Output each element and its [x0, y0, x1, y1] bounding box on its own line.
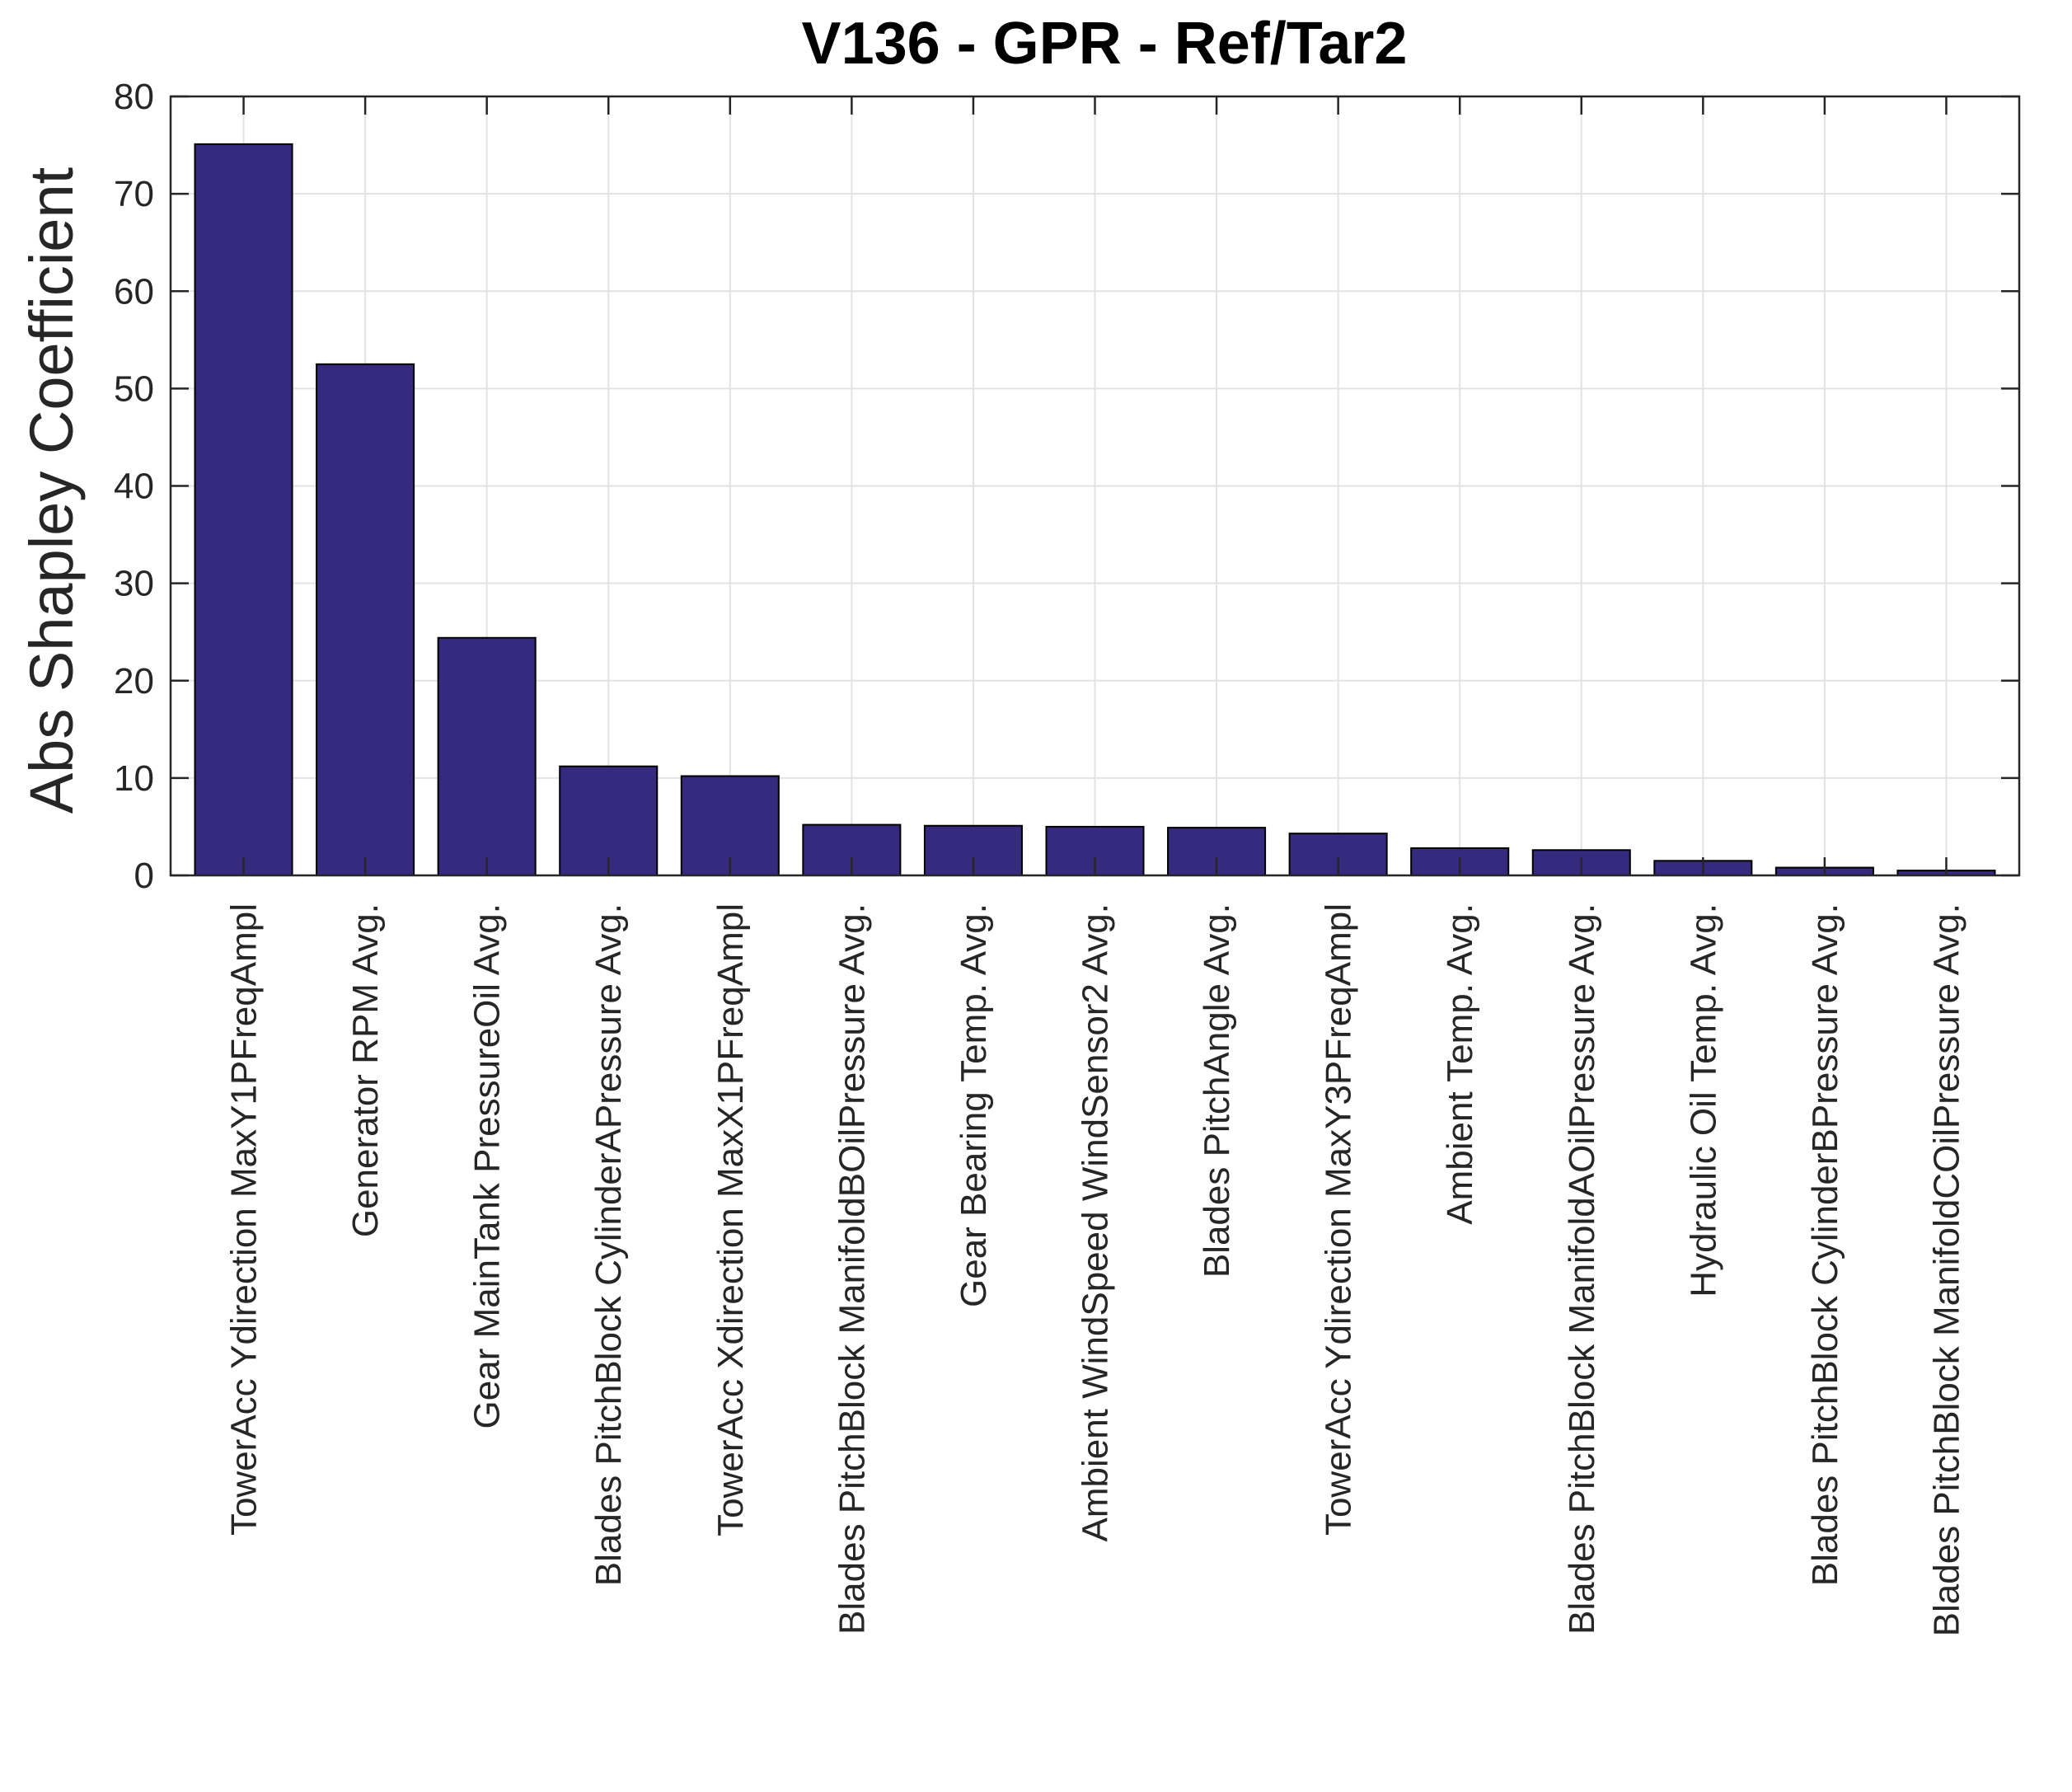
bar [194, 143, 293, 877]
x-tick-label: Ambient Temp. Avg. [1440, 903, 1480, 1225]
grid-lines [171, 96, 2019, 876]
x-tick-label: TowerAcc Ydirection MaxY1PFreqAmpl [224, 903, 265, 1536]
x-tick-label: Ambient WindSpeed WindSensor2 Avg. [1076, 903, 1116, 1542]
axes [169, 95, 2021, 877]
y-tick-label: 70 [114, 174, 154, 214]
x-tick-label: Blades PitchBlock CylinderBPressure Avg. [1805, 903, 1845, 1586]
x-tick-label: Blades PitchAngle Avg. [1197, 903, 1237, 1278]
bars [194, 143, 1996, 877]
x-tick-label: Gear MainTank PressureOil Avg. [467, 903, 508, 1428]
x-tick-label: Hydraulic Oil Temp. Avg. [1683, 903, 1723, 1297]
x-tick-label: Blades PitchBlock ManifoldAOilPressure A… [1562, 903, 1602, 1635]
y-tick-label: 10 [114, 758, 154, 799]
y-axis-label: Abs Shapley Coefficient [17, 167, 86, 814]
x-tick-label: TowerAcc Ydirection MaxY3PFreqAmpl [1319, 903, 1359, 1536]
x-tick-label: Gear Bearing Temp. Avg. [954, 903, 994, 1307]
y-tick-label: 60 [114, 271, 154, 312]
y-tick-label: 50 [114, 368, 154, 409]
x-tick-label: TowerAcc Xdirection MaxX1PFreqAmpl [710, 903, 751, 1536]
y-tick-label: 20 [114, 661, 154, 701]
y-tick-label: 0 [134, 856, 154, 896]
x-tick-label: Blades PitchBlock CylinderAPressure Avg. [588, 903, 629, 1586]
x-tick-label: Blades PitchBlock ManifoldBOilPressure A… [832, 903, 872, 1635]
bar [559, 765, 659, 877]
y-tick-label: 80 [114, 77, 154, 117]
y-tick-label: 40 [114, 467, 154, 507]
bar [437, 636, 537, 877]
y-tick-labels: 0 10 20 30 40 50 60 70 80 [114, 77, 154, 896]
x-tick-label: Blades PitchBlock ManifoldCOilPressure A… [1926, 903, 1967, 1636]
bar [316, 363, 415, 876]
x-tick-label: Generator RPM Avg. [345, 903, 386, 1237]
y-tick-label: 30 [114, 564, 154, 604]
chart-title: V136 - GPR - Ref/Tar2 [802, 11, 1408, 77]
x-tick-labels: TowerAcc Ydirection MaxY1PFreqAmpl Genera… [224, 903, 1967, 1636]
